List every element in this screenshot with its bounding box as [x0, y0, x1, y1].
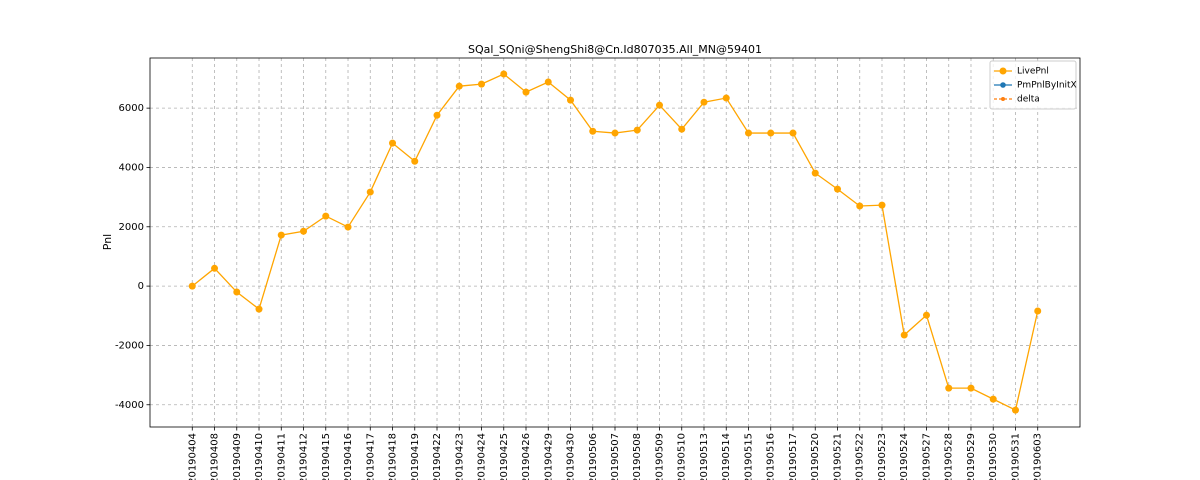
series-marker [633, 126, 641, 134]
series-marker [744, 129, 752, 137]
series-marker [989, 395, 997, 403]
legend-box [989, 60, 1077, 110]
x-tick-label: 20190419 [410, 433, 421, 480]
series-marker [589, 127, 597, 135]
series-marker [188, 282, 196, 290]
series-marker [878, 201, 886, 209]
series-marker [856, 202, 864, 210]
series-marker [655, 101, 663, 109]
series-marker [700, 98, 708, 106]
series-marker [767, 129, 775, 137]
x-tick-label: 20190430 [566, 433, 577, 480]
x-tick-label: 20190531 [1010, 433, 1021, 480]
x-tick-label: 20190515 [743, 433, 754, 480]
x-tick-label: 20190522 [855, 433, 866, 480]
legend-marker [1001, 97, 1005, 101]
series-marker [211, 264, 219, 272]
x-tick-label: 20190411 [276, 433, 287, 480]
y-axis-label: Pnl [101, 234, 114, 250]
y-tick-label: 0 [138, 281, 144, 292]
series-marker [900, 331, 908, 339]
x-tick-label: 20190409 [232, 433, 243, 480]
series-marker [411, 157, 419, 165]
x-tick-label: 20190410 [254, 433, 265, 480]
x-tick-label: 20190529 [966, 433, 977, 480]
x-tick-label: 20190416 [343, 433, 354, 480]
x-tick-label: 20190527 [921, 433, 932, 480]
x-tick-label: 20190509 [654, 433, 665, 480]
x-tick-label: 20190423 [454, 433, 465, 480]
chart-title: SQal_SQni@ShengShi8@Cn.Id807035.All_MN@5… [468, 43, 762, 56]
x-tick-label: 20190422 [432, 433, 443, 480]
x-tick-label: 20190506 [588, 433, 599, 480]
x-tick-label: 20190404 [187, 433, 198, 480]
plot-frame [149, 57, 1081, 428]
series-marker [789, 129, 797, 137]
x-tick-label: 20190408 [210, 433, 221, 480]
x-tick-label: 20190425 [499, 433, 510, 480]
series-marker [922, 311, 930, 319]
series-marker [500, 70, 508, 78]
y-tick-label: 6000 [119, 103, 144, 114]
x-tick-label: 20190524 [899, 433, 910, 480]
y-tick-label: -4000 [115, 400, 144, 411]
x-tick-label: 20190426 [521, 433, 532, 480]
x-tick-label: 20190415 [321, 433, 332, 480]
legend-label: PmPnlByInitX [1017, 81, 1077, 91]
x-tick-label: 20190530 [988, 433, 999, 480]
x-tick-label: 20190516 [766, 433, 777, 480]
series-marker [811, 169, 819, 177]
x-tick-label: 20190424 [477, 433, 488, 480]
legend-marker [1000, 82, 1006, 88]
series-marker [567, 96, 575, 104]
legend-label: delta [1017, 95, 1040, 105]
legend-marker [999, 67, 1007, 75]
series-marker [233, 288, 241, 296]
series-marker [255, 305, 263, 313]
series-marker [522, 88, 530, 96]
x-tick-label: 20190521 [832, 433, 843, 480]
series-marker [611, 129, 619, 137]
x-tick-label: 20190412 [299, 433, 310, 480]
legend-label: LivePnl [1017, 67, 1049, 77]
series-marker [322, 212, 330, 220]
series-marker [455, 82, 463, 90]
series-marker [833, 185, 841, 193]
series-marker [945, 384, 953, 392]
x-tick-label: 20190418 [388, 433, 399, 480]
series-marker [366, 188, 374, 196]
series-marker [389, 139, 397, 147]
series-marker [1034, 307, 1042, 315]
series-marker [277, 231, 285, 239]
series-marker [678, 125, 686, 133]
x-tick-label: 20190514 [721, 433, 732, 480]
series-marker [1011, 406, 1019, 414]
series-marker [544, 78, 552, 86]
x-tick-label: 20190508 [632, 433, 643, 480]
x-tick-label: 20190417 [365, 433, 376, 480]
x-tick-label: 20190429 [543, 433, 554, 480]
series-marker [722, 94, 730, 102]
x-tick-label: 20190507 [610, 433, 621, 480]
x-tick-label: 20190528 [944, 433, 955, 480]
series-marker [300, 227, 308, 235]
y-tick-label: 2000 [119, 222, 144, 233]
x-tick-label: 20190517 [788, 433, 799, 480]
x-tick-label: 20190510 [677, 433, 688, 480]
y-tick-label: 4000 [119, 162, 144, 173]
series-marker [433, 111, 441, 119]
series-marker [478, 80, 486, 88]
series-marker [344, 223, 352, 231]
x-tick-label: 20190520 [810, 433, 821, 480]
x-tick-label: 20190513 [699, 433, 710, 480]
x-tick-label: 20190603 [1033, 433, 1044, 480]
x-tick-label: 20190523 [877, 433, 888, 480]
series-marker [967, 384, 975, 392]
y-tick-label: -2000 [115, 340, 144, 351]
